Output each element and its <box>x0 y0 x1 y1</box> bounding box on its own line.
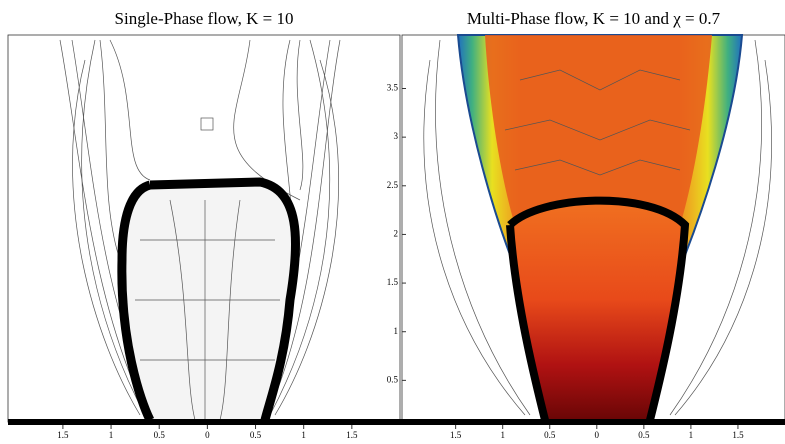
x-tick-label: 1 <box>500 430 505 440</box>
y-tick-label: 2.5 <box>387 180 399 190</box>
y-tick-label: 1.5 <box>387 277 399 287</box>
panel-title: Single-Phase flow, K = 10 <box>115 9 294 28</box>
x-tick-label: 0 <box>595 430 600 440</box>
x-tick-label: 1 <box>689 430 694 440</box>
ground <box>8 419 785 425</box>
y-tick-label: 1 <box>394 326 399 336</box>
figure: Single-Phase flow, K = 10 1.5 1 0.5 0 0.5 1 1.5… <box>0 0 785 444</box>
y-tick-label: 0.5 <box>387 374 399 384</box>
x-tick-label: 1.5 <box>346 430 358 440</box>
x-tick-label: 0.5 <box>544 430 556 440</box>
x-tick-label: 1 <box>301 430 306 440</box>
x-tick-label: 0.5 <box>154 430 166 440</box>
x-tick-label: 1.5 <box>57 430 69 440</box>
right-plot-art <box>402 35 785 422</box>
x-tick-label: 1 <box>109 430 114 440</box>
x-tick-label: 1.5 <box>450 430 462 440</box>
x-tick-label: 0.5 <box>638 430 650 440</box>
y-tick-label: 3 <box>394 131 399 141</box>
x-tick-label: 1.5 <box>732 430 744 440</box>
left-plot-art <box>8 35 400 422</box>
y-tick-label: 3.5 <box>387 83 399 93</box>
y-tick-label: 2 <box>394 228 399 238</box>
x-tick-label: 0 <box>205 430 210 440</box>
x-tick-label: 0.5 <box>250 430 262 440</box>
panel-title: Multi-Phase flow, K = 10 and χ = 0.7 <box>467 9 721 28</box>
